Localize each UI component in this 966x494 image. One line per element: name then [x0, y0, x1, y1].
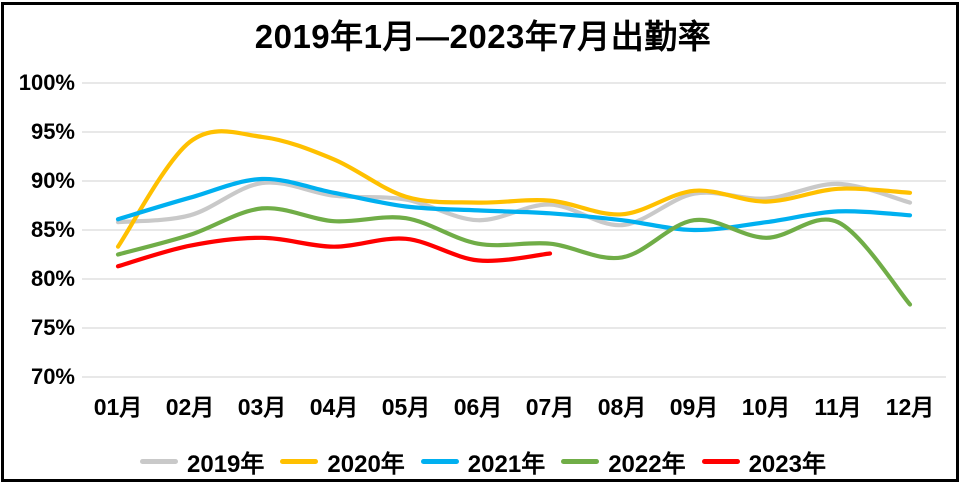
- chart-legend: 2019年 2020年 2021年 2022年 2023年: [0, 444, 966, 479]
- x-tick-label: 09月: [669, 394, 719, 420]
- gridlines: [82, 82, 946, 378]
- legend-line-marker: [420, 459, 459, 464]
- series-line-2021年: [115, 176, 913, 233]
- y-tick-label: 75%: [30, 315, 75, 340]
- y-tick-label: 95%: [30, 119, 75, 144]
- x-tick-label: 06月: [453, 394, 503, 420]
- x-tick-label: 01月: [93, 394, 143, 420]
- legend-line-marker: [561, 459, 600, 464]
- legend-item-2020年: 2020年: [280, 444, 405, 479]
- series-line-2020年: [115, 129, 913, 249]
- legend-item-2022年: 2022年: [561, 444, 686, 479]
- legend-label: 2020年: [327, 451, 405, 478]
- x-tick-label: 05月: [381, 394, 431, 420]
- x-tick-label: 10月: [741, 394, 791, 420]
- legend-item-2019年: 2019年: [140, 444, 264, 479]
- legend-label: 2022年: [608, 451, 686, 478]
- y-tick-label: 85%: [30, 217, 75, 242]
- x-tick-label: 04月: [309, 394, 359, 420]
- x-tick-label: 11月: [814, 394, 862, 420]
- legend-label: 2019年: [187, 451, 265, 478]
- legend-item-2023年: 2023年: [701, 444, 826, 479]
- legend-line-marker: [140, 459, 179, 464]
- series-line-2023年: [115, 235, 553, 269]
- y-tick-label: 70%: [30, 364, 75, 389]
- chart-title: 2019年1月—2023年7月出勤率: [254, 18, 712, 55]
- x-tick-label: 03月: [237, 394, 287, 420]
- x-tick-label: 08月: [597, 394, 647, 420]
- legend-line-marker: [701, 459, 740, 464]
- y-tick-label: 80%: [30, 266, 75, 291]
- y-tick-label: 100%: [18, 70, 75, 95]
- x-tick-label: 12月: [885, 394, 935, 420]
- series-lines: [115, 129, 913, 307]
- x-tick-label: 07月: [525, 394, 575, 420]
- x-tick-label: 02月: [165, 394, 215, 420]
- legend-item-2021年: 2021年: [420, 444, 546, 479]
- series-line-2022年: [115, 206, 913, 307]
- legend-label: 2023年: [748, 451, 826, 478]
- legend-line-marker: [280, 459, 319, 464]
- y-tick-label: 90%: [30, 168, 75, 193]
- legend-label: 2021年: [467, 451, 546, 478]
